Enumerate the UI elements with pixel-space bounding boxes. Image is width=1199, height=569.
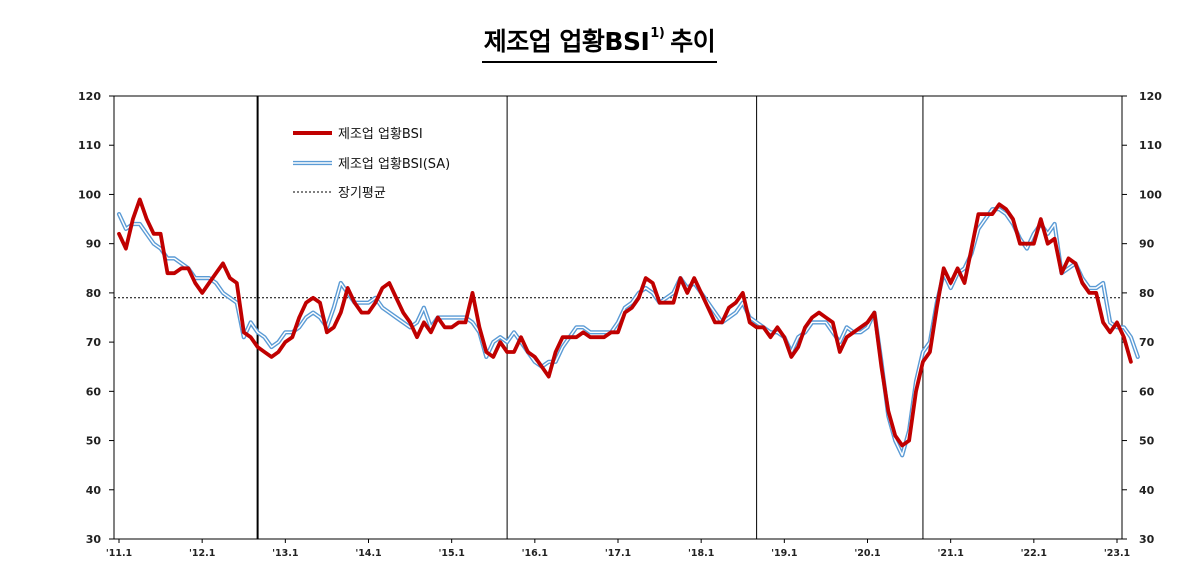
y-tick-label-right: 40 (1139, 484, 1155, 497)
chart-title-superscript: 1) (650, 26, 665, 41)
y-tick-label-right: 70 (1139, 336, 1155, 349)
y-tick-label-right: 100 (1139, 188, 1162, 201)
y-tick-label-left: 90 (86, 238, 102, 251)
x-tick-label: '20.1 (854, 548, 880, 559)
x-tick-label: '17.1 (605, 548, 631, 559)
x-tick-label: '21.1 (937, 548, 963, 559)
legend-label-avg: 장기평균 (338, 186, 386, 201)
chart-title: 제조업 업황BSI1) 추이 (481, 22, 718, 63)
chart-title-text: 제조업 업황BSI (483, 27, 650, 56)
y-tick-label-left: 30 (86, 533, 102, 546)
x-tick-label: '12.1 (189, 548, 215, 559)
y-tick-label-left: 60 (86, 385, 102, 398)
y-tick-label-right: 80 (1139, 287, 1155, 300)
x-tick-label: '18.1 (688, 548, 714, 559)
x-tick-label: '22.1 (1021, 548, 1047, 559)
y-tick-label-left: 70 (86, 336, 102, 349)
y-tick-label-right: 120 (1139, 90, 1162, 103)
vertical-markers (256, 96, 924, 539)
legend-label-sa: 제조업 업황BSI(SA) (338, 157, 450, 172)
x-tick-label: '19.1 (771, 548, 797, 559)
y-tick-label-left: 80 (86, 287, 102, 300)
series-bsi-sa (116, 207, 1140, 458)
y-axis-left: 30 40 50 60 70 80 90 100 110 120 (78, 90, 114, 546)
y-tick-label-right: 60 (1139, 385, 1155, 398)
y-tick-label-left: 100 (78, 188, 101, 201)
y-tick-label-right: 50 (1139, 435, 1155, 448)
x-tick-label: '23.1 (1104, 548, 1130, 559)
y-tick-label-right: 30 (1139, 533, 1155, 546)
series-bsi-sa-line-inner (118, 208, 1139, 456)
y-tick-label-right: 110 (1139, 139, 1162, 152)
x-tick-label: '14.1 (355, 548, 381, 559)
title-wrap: 제조업 업황BSI1) 추이 (0, 22, 1199, 63)
legend: 제조업 업황BSI 제조업 업황BSI(SA) 장기평균 (293, 127, 450, 201)
x-tick-label: '16.1 (522, 548, 548, 559)
legend-label-bsi: 제조업 업황BSI (338, 127, 423, 142)
series-bsi-sa-line-outer (116, 207, 1140, 458)
y-tick-label-left: 120 (78, 90, 101, 103)
chart-title-suffix: 추이 (670, 27, 716, 56)
series-bsi-line (117, 197, 1133, 448)
x-tick-label: '13.1 (272, 548, 298, 559)
x-tick-label: '15.1 (438, 548, 464, 559)
y-tick-label-left: 40 (86, 484, 102, 497)
x-tick-label: '11.1 (106, 548, 132, 559)
y-tick-label-right: 90 (1139, 238, 1155, 251)
x-axis: '11.1 '12.1 '13.1 '14.1 '15.1 '16.1 '17.1 '18.1… (106, 539, 1130, 559)
y-tick-label-left: 110 (78, 139, 101, 152)
y-axis-right: 30 40 50 60 70 80 90 100 110 120 (1122, 90, 1162, 546)
y-tick-label-left: 50 (86, 435, 102, 448)
